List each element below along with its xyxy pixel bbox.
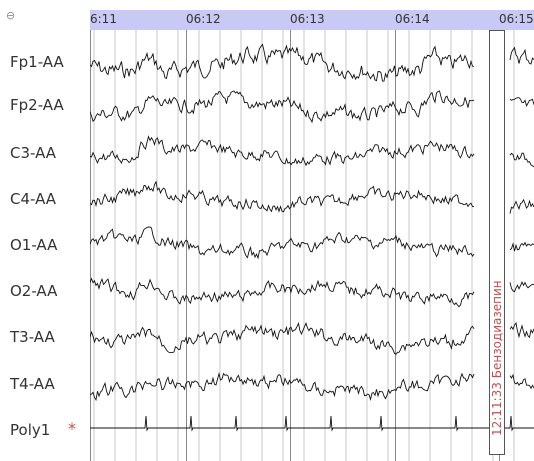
eeg-trace-fp1-aa [90,43,475,82]
eeg-trace-area[interactable] [90,30,534,461]
event-marker-benzodiazepine[interactable]: 12:11:33 Бензодиазепин [489,30,505,455]
event-name: Бензодиазепин [490,280,504,379]
eeg-trace-t4-aa [90,372,475,402]
eeg-trace-o1-aa [90,226,475,260]
eeg-traces [90,30,534,461]
eeg-trace-fp2-aa [90,90,475,124]
time-label: 06:13 [290,12,325,26]
eeg-trace-tail [509,97,534,107]
time-label: 06:15 [499,12,534,26]
poly1-marker-asterisk[interactable]: * [68,419,76,438]
channel-label-c4[interactable]: C4-AA [10,190,57,208]
channel-label-o2[interactable]: O2-AA [10,282,58,300]
channel-label-fp2[interactable]: Fp2-AA [10,96,64,114]
collapse-circle-icon[interactable]: ⊖ [6,9,16,22]
eeg-trace-tail [509,198,534,214]
eeg-trace-tail [509,152,534,168]
time-axis-header[interactable]: 6:11 06:12 06:13 06:14 06:15 [90,10,534,30]
channel-label-t4[interactable]: T4-AA [10,375,55,393]
eeg-trace-c4-aa [90,180,474,213]
channel-label-column: ⊖ Fp1-AA Fp2-AA C3-AA C4-AA O1-AA O2-AA … [0,0,90,461]
time-label: 06:14 [395,12,430,26]
eeg-trace-tail [509,321,534,339]
channel-label-poly1[interactable]: Poly1 [10,421,51,439]
channel-label-c3[interactable]: C3-AA [10,144,57,162]
eeg-trace-o2-aa [90,277,475,308]
eeg-trace-tail [509,373,534,390]
channel-label-fp1[interactable]: Fp1-AA [10,53,64,71]
eeg-trace-poly1 [90,415,534,432]
eeg-trace-tail [509,280,534,293]
channel-label-o1[interactable]: O1-AA [10,236,58,254]
eeg-trace-c3-aa [90,135,475,167]
eeg-trace-t3-aa [90,321,475,355]
channel-label-t3[interactable]: T3-AA [10,328,55,346]
event-time: 12:11:33 [490,382,504,436]
time-label: 6:11 [90,12,117,26]
eeg-trace-tail [509,241,534,252]
eeg-trace-tail [509,46,534,65]
time-label: 06:12 [186,12,221,26]
event-label: 12:11:33 Бензодиазепин [490,280,504,436]
